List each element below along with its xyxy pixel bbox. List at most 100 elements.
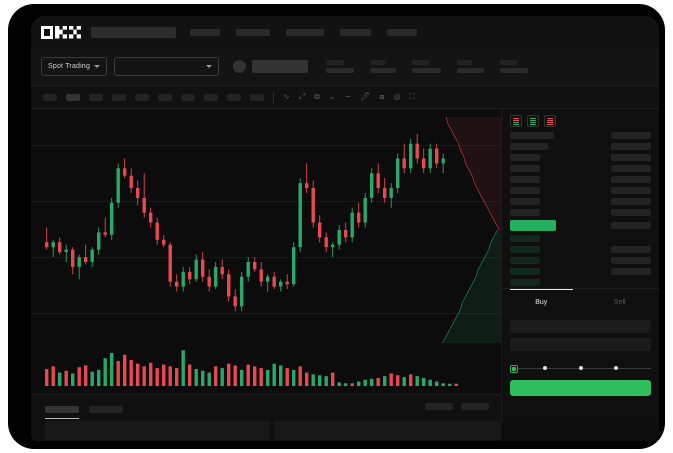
order-book-ask-row[interactable] — [510, 198, 651, 205]
market-stat-label — [370, 60, 387, 65]
tab-buy[interactable]: Buy — [502, 289, 581, 315]
market-stat-value — [500, 68, 529, 73]
bids-icon[interactable] — [527, 115, 539, 127]
orders-actions — [425, 403, 489, 410]
price-field[interactable] — [510, 320, 651, 333]
order-book-bid-row[interactable] — [510, 235, 651, 242]
depth-overlay-chart — [442, 117, 501, 343]
timeframe-button-6[interactable] — [181, 93, 195, 101]
logo-block-x — [69, 25, 81, 39]
compare-icon[interactable]: ⧉ — [314, 92, 320, 101]
trade-panel: Buy Sell — [501, 288, 659, 422]
chevron-down-icon — [94, 65, 101, 68]
order-price — [510, 187, 540, 194]
orders-card-0 — [45, 421, 271, 440]
order-price — [510, 268, 540, 275]
amount-field[interactable] — [510, 338, 651, 351]
market-stat-label — [457, 60, 473, 65]
orders-tab-0[interactable] — [45, 405, 79, 419]
order-book-ask-row[interactable] — [510, 209, 651, 216]
order-price — [510, 176, 540, 183]
device-frame: Spot Trading ∿ ⤢ ⧉ ⌄ ∼ 🖊 ⧇ ◎ ⛶ — [8, 4, 665, 449]
orders-tab-1[interactable] — [89, 405, 123, 413]
submit-order-button[interactable] — [510, 380, 651, 396]
orders-action-0[interactable] — [425, 403, 453, 410]
top-nav-item-2[interactable] — [286, 28, 324, 36]
chart-toolbar: ∿ ⤢ ⧉ ⌄ ∼ 🖊 ⧇ ◎ ⛶ — [31, 86, 659, 109]
trend-line-icon[interactable]: ⤢ — [298, 92, 306, 101]
slider-stop[interactable] — [613, 366, 618, 370]
order-book-ask-row[interactable] — [510, 165, 651, 172]
order-book-bid-row[interactable] — [510, 257, 651, 264]
order-total — [611, 143, 651, 150]
current-price-total — [611, 222, 651, 229]
order-total — [611, 268, 651, 275]
orders-cards — [45, 421, 501, 440]
asks-icon[interactable] — [544, 115, 556, 127]
order-total — [611, 165, 651, 172]
top-nav-item-1[interactable] — [236, 28, 270, 36]
okx-logo-icon[interactable] — [41, 25, 81, 39]
market-stat-value — [412, 68, 442, 73]
timeframe-button-7[interactable] — [204, 93, 218, 101]
order-book-rows — [502, 132, 659, 286]
candlestick-chart[interactable] — [31, 109, 501, 394]
spot-trading-select[interactable]: Spot Trading — [41, 57, 108, 76]
volume-series — [45, 350, 458, 386]
orders-card-1 — [274, 421, 501, 440]
market-stat-value — [326, 68, 355, 73]
top-nav-item-4[interactable] — [387, 28, 417, 36]
indicator-icon[interactable]: ∿ — [283, 92, 290, 101]
slider-stop[interactable] — [578, 366, 583, 370]
fullscreen-icon[interactable]: ⛶ — [409, 92, 416, 101]
order-book-ask-row[interactable] — [510, 176, 651, 183]
top-nav-item-0[interactable] — [190, 28, 220, 36]
search-input[interactable] — [91, 26, 176, 38]
camera-icon[interactable]: ⧇ — [379, 92, 385, 101]
order-book-bid-row[interactable] — [510, 279, 651, 286]
market-stat-label — [326, 60, 345, 65]
price-group — [233, 60, 309, 73]
order-price — [510, 235, 540, 242]
order-book-ask-row[interactable] — [510, 143, 651, 150]
order-total — [611, 154, 651, 161]
both-icon[interactable] — [510, 115, 522, 127]
chevron-down-icon[interactable]: ⌄ — [328, 92, 336, 101]
gridline — [31, 257, 501, 258]
toolbar-divider — [273, 91, 274, 103]
timeframe-button-8[interactable] — [227, 93, 241, 101]
order-total — [611, 209, 651, 216]
slider-handle[interactable] — [510, 365, 518, 373]
timeframe-button-2[interactable] — [89, 93, 103, 101]
trading-pair-select[interactable] — [114, 57, 220, 76]
market-stat-value — [370, 68, 397, 73]
order-price — [510, 246, 540, 253]
top-nav-item-3[interactable] — [340, 28, 371, 36]
amount-percent-slider[interactable] — [510, 365, 651, 373]
ruler-icon[interactable]: 🖊 — [360, 92, 371, 101]
order-price — [510, 257, 540, 264]
order-book-ask-row[interactable] — [510, 187, 651, 194]
order-price — [510, 132, 554, 139]
coin-avatar — [233, 60, 247, 73]
slider-stop[interactable] — [543, 366, 548, 370]
order-total — [611, 257, 651, 264]
market-stat-3 — [457, 60, 485, 73]
timeframe-button-3[interactable] — [112, 93, 126, 101]
timeframe-button-5[interactable] — [158, 93, 172, 101]
wave-icon[interactable]: ∼ — [344, 92, 352, 101]
timeframe-button-9[interactable] — [250, 93, 264, 101]
order-book-header-row[interactable] — [510, 132, 651, 139]
current-price-indicator — [510, 220, 556, 231]
timeframe-button-0[interactable] — [43, 93, 57, 101]
settings-icon[interactable]: ◎ — [393, 92, 401, 101]
tab-sell[interactable]: Sell — [613, 298, 626, 306]
market-stats-row — [326, 60, 529, 73]
timeframe-button-4[interactable] — [135, 93, 149, 101]
order-book-ask-row[interactable] — [510, 154, 651, 161]
order-book-bid-row[interactable] — [510, 268, 651, 275]
timeframe-button-1[interactable] — [66, 93, 80, 101]
order-book-bid-row[interactable] — [510, 246, 651, 253]
orders-action-1[interactable] — [461, 403, 489, 410]
gridline — [31, 145, 501, 146]
